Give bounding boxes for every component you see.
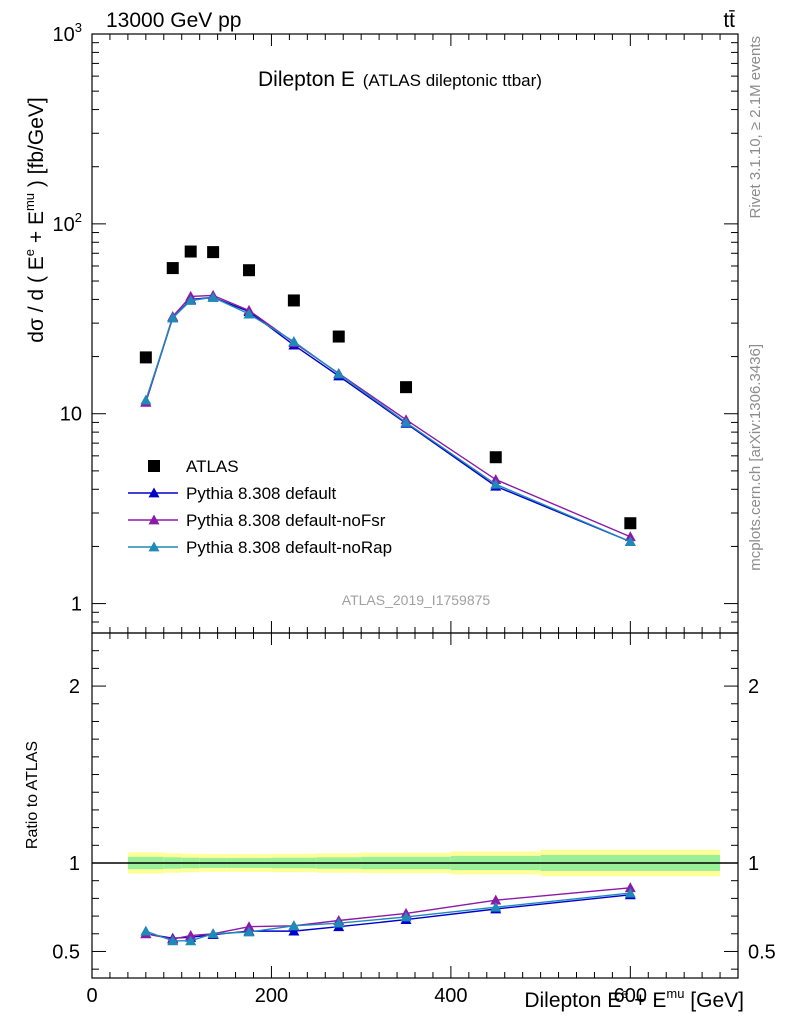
ratio-line	[145, 892, 631, 942]
xlabel-pre: Dilepton E	[524, 989, 621, 1012]
mc-point	[333, 368, 345, 379]
x-tick-label: 200	[255, 985, 288, 1007]
mc-point	[207, 291, 219, 302]
mc-point	[167, 312, 179, 323]
ratio-y-tick-label-right: 0.5	[748, 941, 776, 963]
mc-point	[400, 416, 412, 427]
ratio-point	[624, 882, 636, 893]
ratio-y-tick-label: 0.5	[52, 941, 80, 963]
legend-label: ATLAS	[186, 457, 239, 476]
ylabel-sup1: e	[22, 249, 37, 256]
ratio-plot-frame	[91, 632, 739, 979]
atlas-data-point	[400, 381, 413, 394]
ylabel-post: ) [fb/GeV]	[25, 97, 48, 193]
ratio-point	[490, 894, 502, 905]
atlas-data-point	[139, 351, 152, 364]
mc-line	[145, 296, 631, 543]
ylabel-pre: dσ / d ( E	[25, 256, 48, 343]
series-mc-2	[140, 289, 636, 542]
legend-label: Pythia 8.308 default-noRap	[186, 538, 392, 557]
ylabel-mid: + E	[25, 211, 48, 249]
ratio-point	[207, 928, 219, 939]
ratio-point	[140, 925, 152, 936]
title-text: Dilepton E	[258, 68, 355, 91]
legend-label: Pythia 8.308 default-noFsr	[186, 511, 386, 530]
atlas-data-point	[332, 330, 345, 343]
ratio-uncertainty-bands	[92, 849, 738, 877]
process-label: tt̄	[723, 9, 735, 32]
ratio-series-3	[140, 887, 636, 946]
legend-entry: Pythia 8.308 default-noFsr	[128, 511, 386, 530]
mc-point	[490, 478, 502, 489]
ratio-line	[145, 887, 631, 940]
atlas-data-point	[243, 264, 256, 277]
x-tick-label: 400	[434, 985, 467, 1007]
ratio-point	[288, 925, 300, 936]
ratio-y-axis-label: Ratio to ATLAS	[24, 741, 41, 849]
y-tick-label: 103	[53, 20, 82, 46]
ratio-y-tick-label: 1	[69, 853, 80, 875]
atlas-data-point	[624, 517, 637, 530]
legend-triangle-marker	[148, 541, 160, 552]
legend-entry: Pythia 8.308 default	[128, 484, 337, 503]
ratio-point	[490, 901, 502, 912]
mc-line	[145, 294, 631, 538]
main-y-axis-label: dσ / d ( Ee + Emu ) [fb/GeV]	[22, 97, 48, 342]
x-tick-label: 600	[614, 985, 647, 1007]
data-series	[139, 245, 637, 946]
atlas-data-point	[287, 294, 300, 307]
main-plot-title: Dilepton E (ATLAS dileptonic ttbar)	[258, 68, 542, 91]
legend-square-marker	[148, 460, 160, 472]
xlabel-mid: + E	[628, 989, 666, 1012]
rivet-label: Rivet 3.1.10, ≥ 2.1M events	[747, 36, 764, 219]
xlabel-sup2: mu	[666, 986, 684, 1001]
ratio-point	[243, 921, 255, 932]
ratio-point	[400, 911, 412, 922]
ratio-point	[185, 930, 197, 940]
atlas-data-point	[184, 245, 197, 258]
atlas-data-point	[166, 262, 179, 275]
ratio-y-tick-label-right: 2	[748, 676, 759, 698]
axes-ticks: 0 200 400 600 1 10 102 103 0.5 0.5 1 1 2 2	[52, 20, 776, 1007]
legend-entry: Pythia 8.308 default-noRap	[128, 538, 392, 557]
mc-point	[288, 336, 300, 346]
legend-triangle-marker	[148, 487, 160, 498]
series-mc-3	[140, 291, 636, 547]
mc-point	[140, 394, 152, 405]
mc-line	[145, 296, 631, 543]
legend: ATLAS Pythia 8.308 default Pythia 8.308 de…	[128, 457, 392, 557]
atlas-data-point	[207, 246, 220, 259]
series-atlas	[139, 245, 637, 530]
ratio-y-tick-label: 2	[69, 676, 80, 698]
x-tick-label: 0	[86, 985, 97, 1007]
site-label: mcplots.cern.ch [arXiv:1306.3436]	[747, 344, 764, 571]
y-tick-label: 10	[60, 404, 82, 426]
analysis-id-label: ATLAS_2019_I1759875	[342, 592, 491, 608]
ratio-point	[624, 887, 636, 898]
x-axis-label: Dilepton Ee + Emu [GeV]	[524, 986, 744, 1012]
atlas-data-point	[489, 451, 502, 464]
ratio-point	[288, 920, 300, 931]
ratio-point	[167, 935, 179, 946]
xlabel-sup1: e	[621, 986, 628, 1001]
xlabel-post: [GeV]	[684, 989, 744, 1012]
legend-label: Pythia 8.308 default	[186, 484, 337, 503]
energy-label: 13000 GeV pp	[106, 9, 241, 32]
mc-point	[185, 294, 197, 305]
title-subtitle: (ATLAS dileptonic ttbar)	[363, 71, 542, 90]
ratio-point	[333, 917, 345, 928]
ratio-point	[243, 926, 255, 937]
legend-entry: ATLAS	[148, 457, 239, 476]
y-tick-label: 1	[71, 594, 82, 616]
mc-point	[243, 308, 255, 319]
legend-triangle-marker	[148, 514, 160, 525]
ratio-y-tick-label-right: 1	[748, 853, 759, 875]
ratio-point	[185, 935, 197, 946]
y-tick-label: 102	[53, 210, 82, 236]
ylabel-sup2: mu	[22, 193, 37, 211]
mc-point	[624, 536, 636, 547]
